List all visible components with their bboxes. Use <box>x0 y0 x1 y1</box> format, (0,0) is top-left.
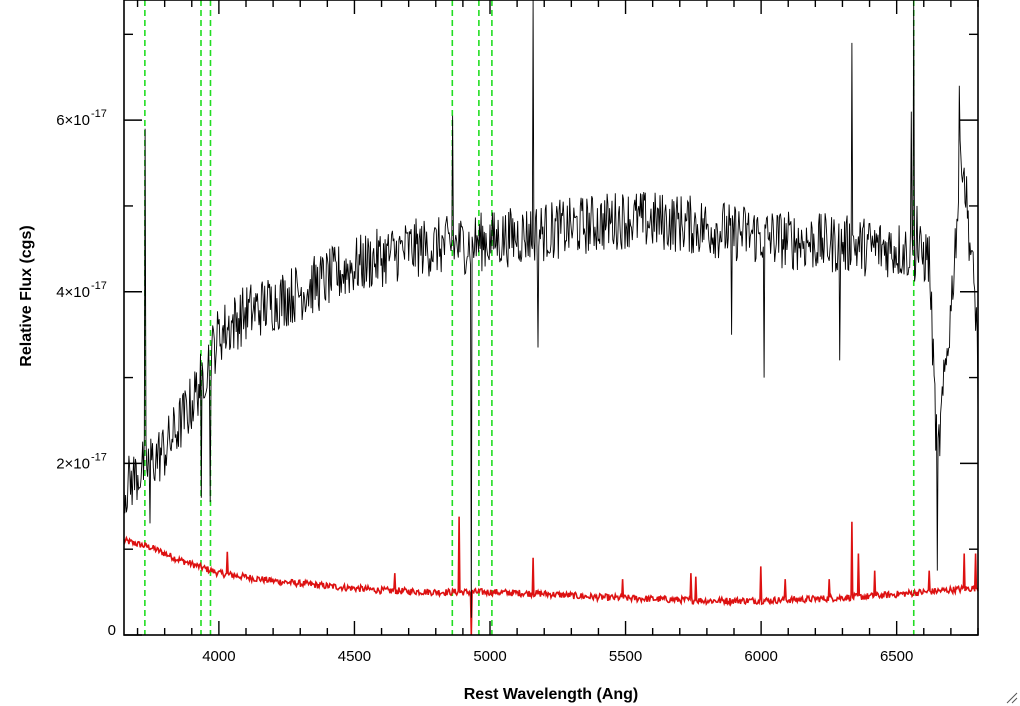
y-tick-label: 0 <box>108 622 116 639</box>
x-tick-label: 5500 <box>609 648 642 665</box>
y-tick-exponent: -17 <box>91 108 107 120</box>
y-tick-label: 2×10 <box>56 455 90 472</box>
y-axis-ticks: 02×10 -174×10 -176×10 -17 <box>56 33 978 639</box>
x-tick-label: 6000 <box>744 648 777 665</box>
y-axis-title: Relative Flux (cgs) <box>18 225 35 366</box>
y-tick-label: 6×10 <box>56 112 90 129</box>
plot-series <box>123 0 979 636</box>
y-tick-label: 4×10 <box>56 284 90 301</box>
plot-frame <box>123 0 979 636</box>
resize-grip-icon[interactable] <box>1004 690 1018 704</box>
x-tick-label: 4000 <box>202 648 235 665</box>
x-axis-ticks: 4000 4500 5000 5500 6000 6500 <box>136 0 979 665</box>
error-spectrum-line <box>123 516 979 636</box>
y-tick-exponent: -17 <box>91 451 107 463</box>
plot-frame-rect <box>123 0 979 636</box>
x-tick-label: 5000 <box>473 648 506 665</box>
x-tick-label: 4500 <box>338 648 371 665</box>
y-tick-exponent: -17 <box>91 280 107 292</box>
x-axis-title: Rest Wavelength (Ang) <box>464 686 639 703</box>
observed-spectrum-line <box>123 0 979 618</box>
x-tick-label: 6500 <box>880 648 913 665</box>
